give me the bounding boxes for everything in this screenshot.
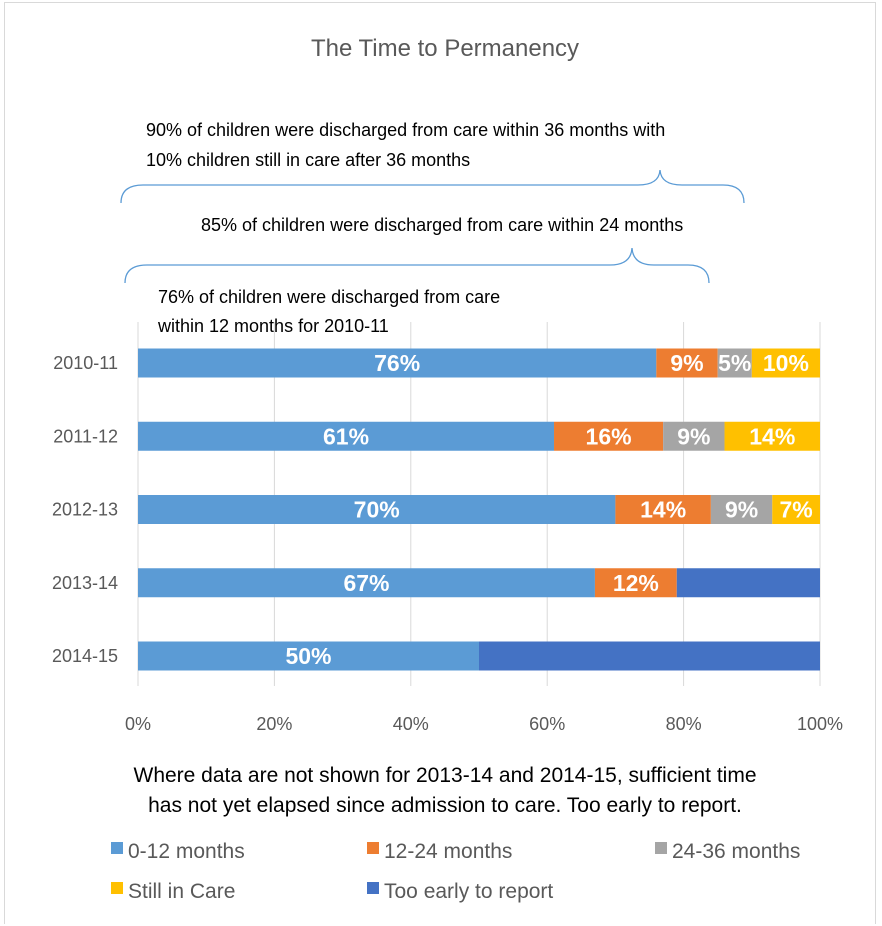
brace-36-months [120, 169, 745, 204]
annotation-24-months: 85% of children were discharged from car… [201, 215, 683, 235]
bars: 76% 9% 5% 10% 61% 16% 9% 14% 70% 14% 9% 7% 67% 12% 50% [138, 348, 820, 671]
bar-segment [724, 421, 820, 451]
annotation-12-months-line-1: 76% of children were discharged from car… [158, 287, 500, 307]
category-labels: 2010-11 2011-12 2012-13 2013-14 2014-15 [52, 353, 118, 666]
x-tick-label: 20% [256, 714, 292, 734]
annotations: 90% of children were discharged from car… [120, 120, 745, 336]
bar-segment [717, 348, 752, 378]
legend-label: Too early to report [384, 880, 553, 903]
legend-swatch [367, 842, 379, 854]
data-label: 5% [718, 350, 751, 376]
data-label: 9% [725, 497, 758, 523]
legend-swatch [367, 882, 379, 894]
note-line-1: Where data are not shown for 2013-14 and… [134, 764, 757, 787]
bar-segment [615, 495, 711, 524]
category-label: 2011-12 [53, 426, 118, 446]
legend-label: Still in Care [128, 880, 235, 903]
annotation-12-months-line-2: within 12 months for 2010-11 [157, 316, 389, 336]
x-tick-label: 40% [393, 714, 429, 734]
bar-segment [138, 568, 595, 598]
data-label: 7% [780, 497, 813, 523]
data-label: 67% [343, 570, 389, 596]
bar-segment [676, 568, 820, 598]
data-label: 12% [613, 570, 659, 596]
data-label: 50% [285, 643, 331, 669]
bar-segment [138, 421, 555, 451]
bar-segment [479, 641, 820, 671]
bar-segment [772, 495, 820, 524]
legend-swatch [111, 882, 123, 894]
bar-segment [656, 348, 718, 378]
category-label: 2012-13 [52, 500, 118, 520]
category-label: 2014-15 [52, 646, 118, 666]
legend-swatch [111, 842, 123, 854]
bar-segment [138, 641, 479, 671]
bar-segment [138, 348, 657, 378]
legend-label: 0-12 months [128, 840, 245, 863]
legend-label: 24-36 months [672, 840, 800, 863]
x-axis-ticks: 0% 20% 40% 60% 80% 100% [125, 714, 843, 734]
data-label: 76% [374, 350, 420, 376]
data-label: 70% [354, 497, 400, 523]
legend: 0-12 months 12-24 months 24-36 months Still… [111, 840, 800, 903]
chart-title: The Time to Permanency [311, 35, 579, 62]
data-label: 61% [323, 423, 369, 449]
brace-24-months [124, 247, 710, 284]
data-label: 14% [640, 497, 686, 523]
bar-segment [710, 495, 773, 524]
data-label: 10% [763, 350, 809, 376]
data-label: 14% [749, 423, 795, 449]
category-label: 2013-14 [52, 573, 118, 593]
bar-segment [751, 348, 820, 378]
bar-segment [663, 421, 725, 451]
x-tick-label: 100% [797, 714, 843, 734]
x-tick-label: 80% [666, 714, 702, 734]
bar-segment [594, 568, 677, 598]
data-label: 9% [677, 423, 710, 449]
data-label: 9% [670, 350, 703, 376]
legend-label: 12-24 months [384, 840, 512, 863]
data-label: 16% [586, 423, 632, 449]
x-tick-label: 0% [125, 714, 151, 734]
x-tick-label: 60% [529, 714, 565, 734]
bar-segment [138, 495, 616, 524]
chart-frame [4, 2, 876, 924]
note-line-2: has not yet elapsed since admission to c… [148, 794, 742, 817]
annotation-36-months-line-1: 90% of children were discharged from car… [146, 120, 665, 140]
annotation-36-months-line-2: 10% children still in care after 36 mont… [146, 150, 470, 170]
bar-segment [554, 421, 664, 451]
category-label: 2010-11 [53, 353, 118, 373]
legend-swatch [655, 842, 667, 854]
